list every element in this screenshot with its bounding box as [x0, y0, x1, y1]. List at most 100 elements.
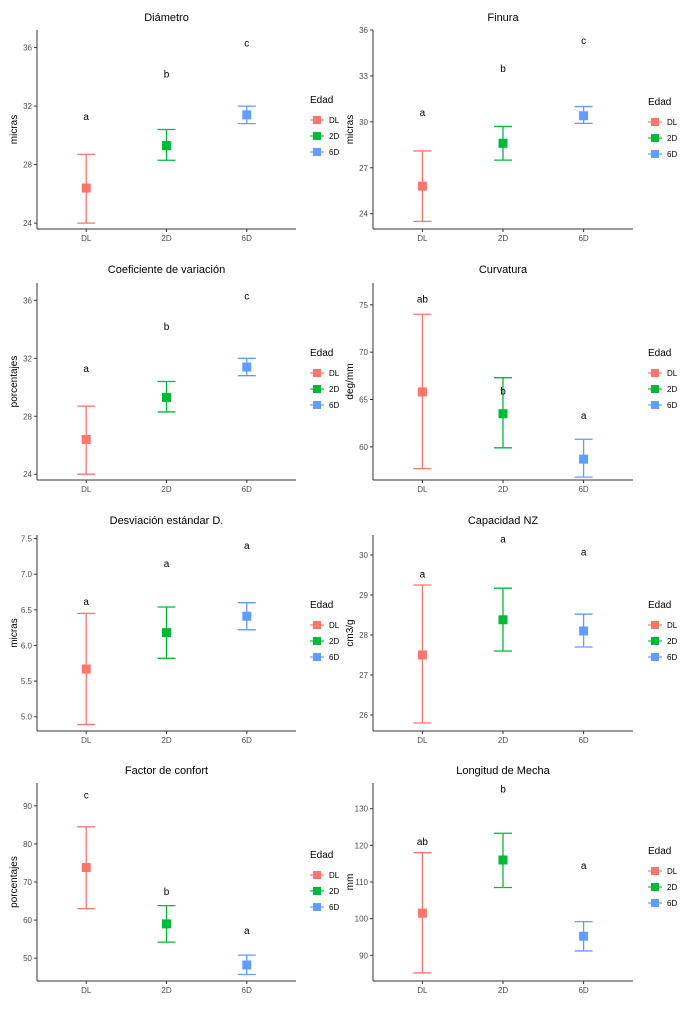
x-tick-label: 6D — [242, 986, 252, 995]
legend-key — [313, 621, 321, 629]
mean-point — [417, 387, 427, 397]
legend-key — [651, 369, 659, 377]
y-tick-label: 120 — [355, 841, 369, 850]
significance-letter: a — [244, 541, 250, 552]
mean-point — [162, 392, 171, 402]
legend: Edad DL 2D 6D — [648, 97, 678, 159]
legend-item: 6D — [310, 148, 339, 157]
mean-point — [579, 454, 589, 464]
y-tick-label: 36 — [359, 26, 368, 35]
y-tick-label: 26 — [359, 711, 368, 720]
significance-letter: c — [244, 39, 249, 50]
legend-label: DL — [329, 369, 340, 378]
x-tick-label: 2D — [161, 485, 171, 494]
y-tick-label: 27 — [359, 671, 368, 680]
legend-item: DL — [310, 871, 340, 880]
legend-key — [313, 385, 321, 393]
legend-label: 2D — [667, 883, 677, 892]
mean-point — [498, 138, 508, 148]
x-tick-label: 2D — [498, 234, 508, 243]
legend-title: Edad — [310, 95, 333, 106]
chart-panel-5: Desviación estándar D. 5.0 5.5 6.0 6.5 7.0 7.5… — [9, 515, 340, 745]
x-tick-label: DL — [81, 485, 92, 494]
legend-label: 6D — [329, 903, 339, 912]
legend-label: 2D — [329, 385, 339, 394]
chart-title: Diámetro — [144, 12, 189, 24]
legend-item: 6D — [310, 653, 339, 662]
mean-point — [162, 919, 171, 929]
significance-letter: a — [83, 364, 89, 375]
mean-point — [579, 931, 589, 941]
y-tick-label: 5.0 — [21, 713, 33, 722]
legend-key — [313, 871, 321, 879]
x-tick-label: DL — [81, 986, 92, 995]
chart-title: Coeficiente de variación — [108, 264, 225, 276]
y-axis-label: porcentajes — [9, 856, 20, 908]
legend-label: DL — [667, 867, 678, 876]
x-tick-label: 2D — [161, 986, 171, 995]
legend-title: Edad — [648, 846, 671, 857]
legend-item: 6D — [648, 150, 677, 159]
significance-letter: a — [420, 570, 426, 581]
legend-key — [651, 883, 659, 891]
legend-item: 2D — [648, 883, 677, 892]
y-tick-label: 60 — [23, 916, 32, 925]
legend-item: DL — [648, 118, 678, 127]
y-axis-label: cm3/g — [345, 619, 356, 646]
significance-letter: b — [500, 386, 506, 397]
legend-title: Edad — [310, 600, 333, 611]
x-tick-label: 2D — [498, 485, 508, 494]
mean-point — [417, 650, 427, 660]
legend-title: Edad — [310, 348, 333, 359]
legend-label: DL — [667, 369, 678, 378]
chart-panel-7: Factor de confort 50 60 70 80 90 DL 2D 6D porcent… — [9, 765, 340, 995]
chart-title: Capacidad NZ — [468, 515, 539, 527]
y-tick-label: 70 — [23, 878, 32, 887]
legend-item: 6D — [310, 401, 339, 410]
mean-point — [242, 960, 252, 970]
y-tick-label: 100 — [355, 915, 369, 924]
y-tick-label: 130 — [355, 805, 369, 814]
legend-label: 6D — [667, 899, 677, 908]
x-tick-label: DL — [81, 736, 92, 745]
significance-letter: ab — [417, 837, 429, 848]
legend-label: 6D — [329, 401, 339, 410]
legend-item: 2D — [648, 637, 677, 646]
legend-label: 2D — [329, 637, 339, 646]
x-tick-label: 6D — [242, 234, 252, 243]
y-tick-label: 75 — [359, 301, 368, 310]
mean-point — [242, 110, 252, 120]
y-tick-label: 70 — [359, 348, 368, 357]
y-tick-label: 30 — [359, 551, 368, 560]
legend: Edad DL 2D 6D — [648, 348, 678, 410]
mean-point — [498, 855, 508, 865]
legend-title: Edad — [648, 600, 671, 611]
significance-letter: c — [244, 292, 249, 303]
legend: Edad DL 2D 6D — [310, 348, 340, 410]
legend-item: 6D — [648, 653, 677, 662]
significance-letter: ab — [417, 295, 429, 306]
x-tick-label: 2D — [498, 986, 508, 995]
mean-point — [417, 181, 427, 191]
y-tick-label: 6.5 — [21, 606, 33, 615]
x-tick-label: 2D — [498, 736, 508, 745]
y-tick-label: 7.5 — [21, 535, 33, 544]
legend-item: 2D — [310, 132, 339, 141]
legend-key — [651, 401, 659, 409]
legend: Edad DL 2D 6D — [648, 600, 678, 662]
significance-letter: a — [581, 861, 587, 872]
legend-key — [651, 867, 659, 875]
legend-item: 2D — [310, 887, 339, 896]
legend-key — [313, 653, 321, 661]
legend-item: 6D — [648, 899, 677, 908]
mean-point — [417, 908, 427, 918]
significance-letter: a — [83, 597, 89, 608]
x-tick-label: DL — [417, 234, 428, 243]
y-tick-label: 65 — [359, 395, 368, 404]
mean-point — [498, 409, 508, 419]
legend-item: 6D — [310, 903, 339, 912]
x-tick-label: 2D — [161, 736, 171, 745]
legend-key — [651, 134, 659, 142]
significance-letter: a — [83, 112, 89, 123]
y-tick-label: 50 — [23, 954, 32, 963]
